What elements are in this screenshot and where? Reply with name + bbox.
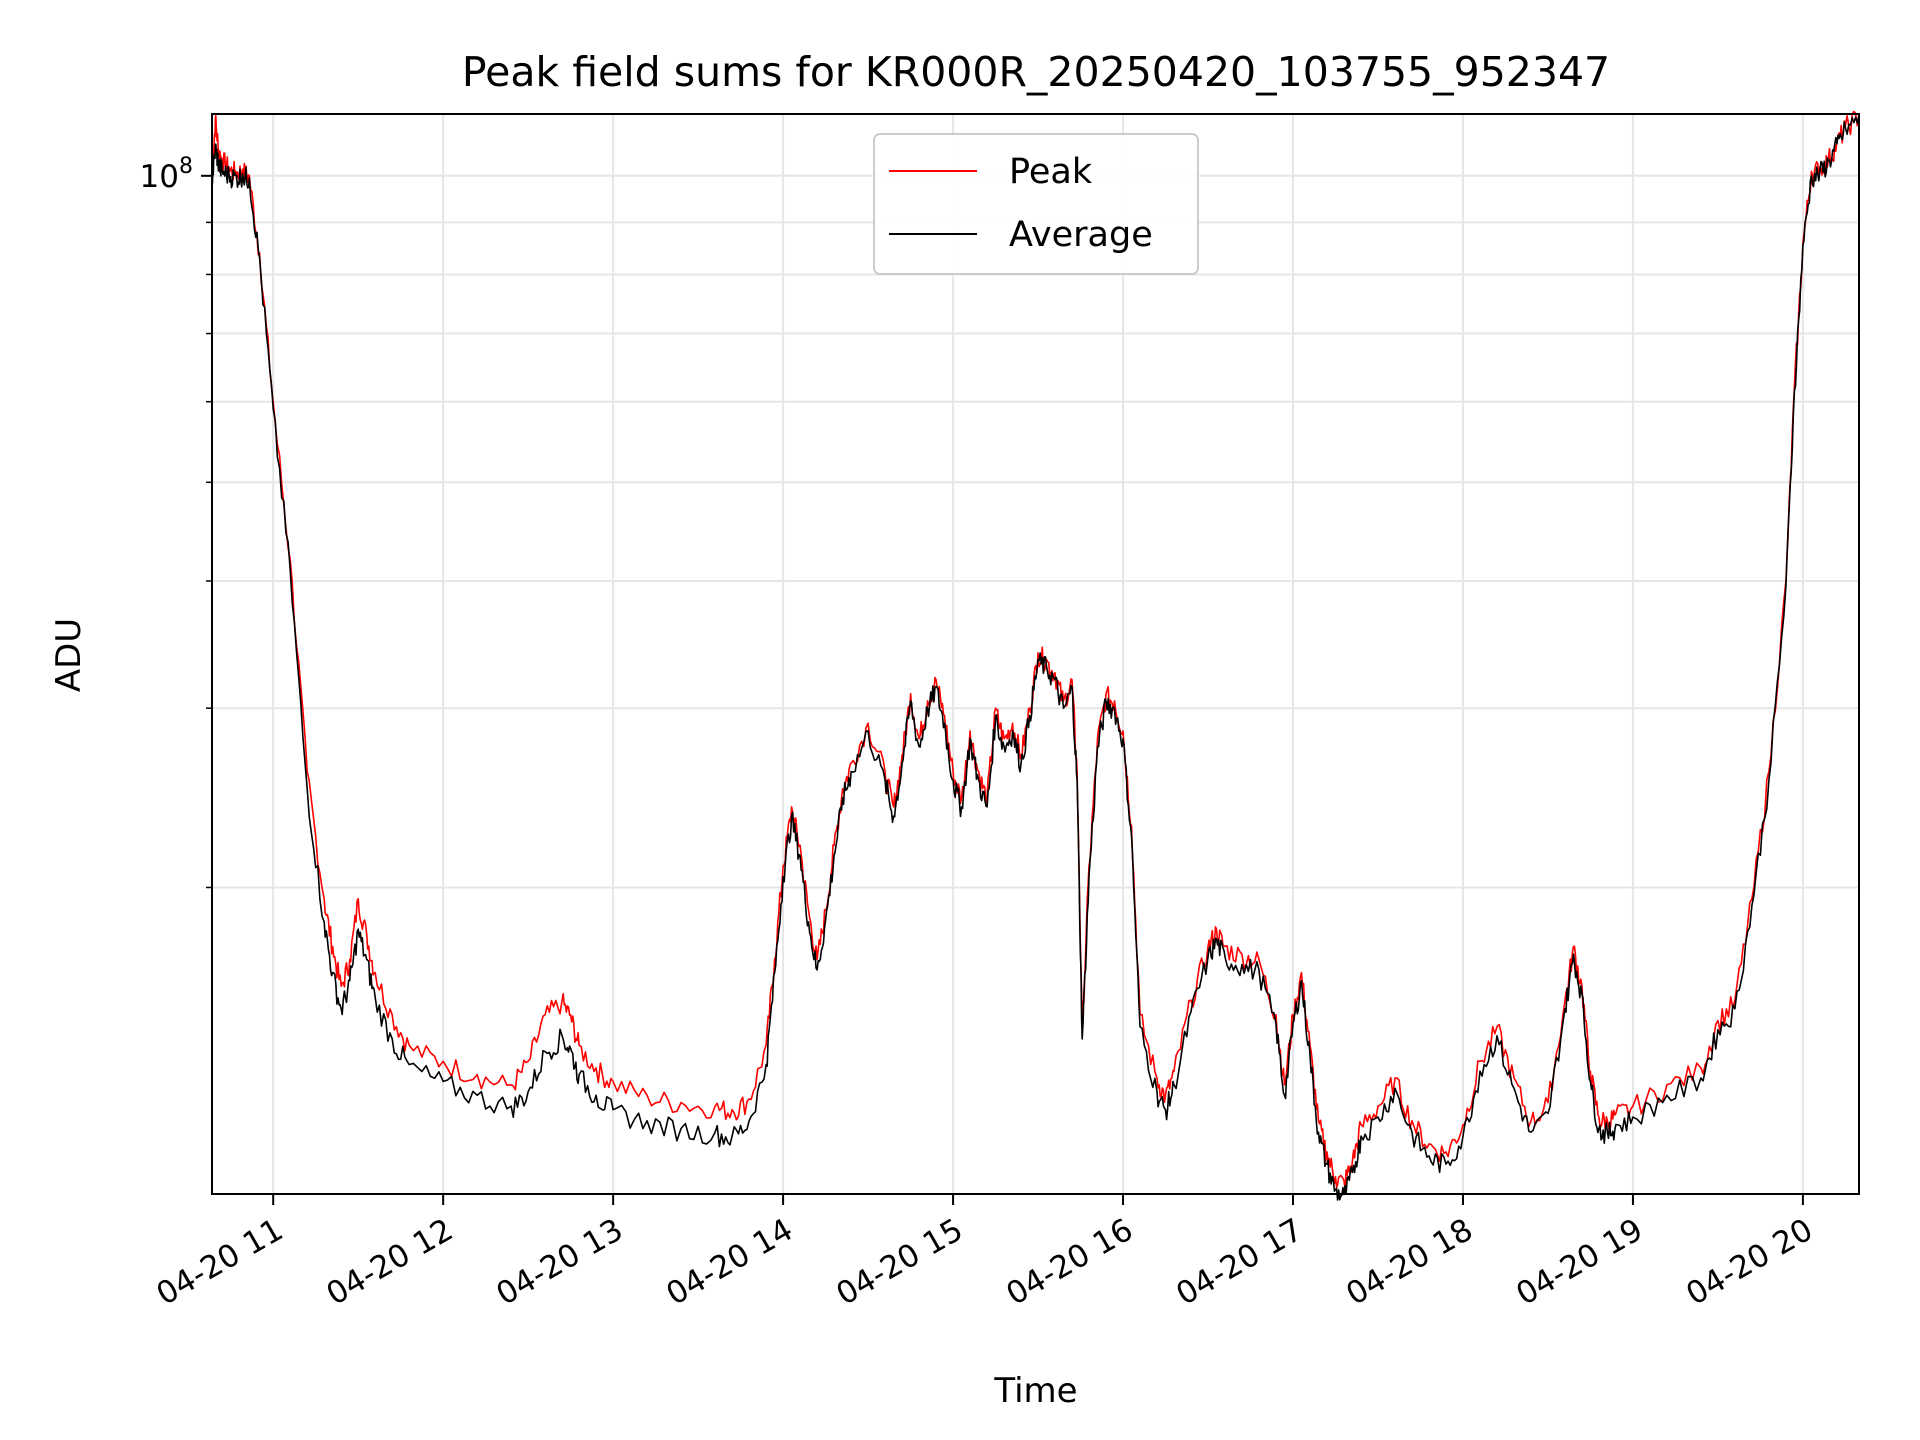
legend-box <box>873 133 1199 275</box>
chart-title: Peak field sums for KR000R_20250420_1037… <box>462 48 1610 96</box>
legend: Peak Average <box>873 133 1199 275</box>
series-line-average <box>211 115 1860 1201</box>
grid <box>212 114 1859 1194</box>
y-axis: 108 <box>140 154 212 889</box>
plot-frame <box>211 113 1860 1195</box>
series-layer <box>211 110 1860 1201</box>
legend-label-average: Average <box>1009 215 1153 255</box>
y-axis-label: ADU <box>49 618 89 692</box>
series-line-peak <box>211 110 1860 1190</box>
y-tick-label: 108 <box>140 154 193 195</box>
legend-label-peak: Peak <box>1009 152 1093 192</box>
x-axis-label: Time <box>993 1371 1077 1411</box>
